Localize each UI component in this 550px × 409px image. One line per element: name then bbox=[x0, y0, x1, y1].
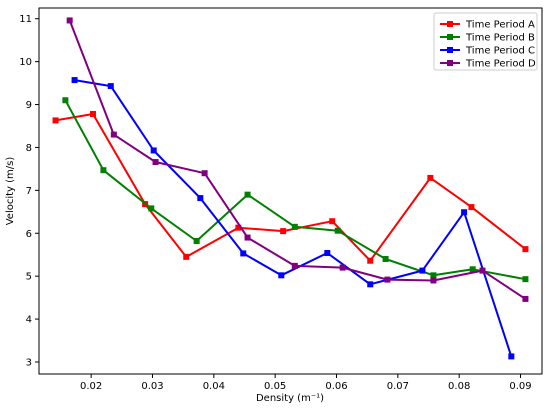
data-point bbox=[183, 253, 190, 260]
data-point bbox=[334, 227, 341, 234]
legend-label: Time Period A bbox=[465, 20, 535, 31]
data-point bbox=[100, 167, 107, 174]
data-point bbox=[71, 77, 78, 84]
x-tick-label: 0.08 bbox=[448, 381, 470, 392]
series-2 bbox=[62, 97, 529, 283]
data-point bbox=[193, 237, 200, 244]
data-point bbox=[367, 257, 374, 264]
legend-box bbox=[433, 12, 538, 71]
legend-marker bbox=[447, 60, 453, 66]
data-point bbox=[278, 272, 285, 279]
y-axis-label: Velocity (m/s) bbox=[5, 157, 16, 226]
series-3 bbox=[71, 77, 515, 360]
y-tick-label: 4 bbox=[26, 315, 32, 326]
data-point bbox=[66, 17, 73, 24]
x-tick-label: 0.05 bbox=[264, 381, 286, 392]
legend-marker bbox=[447, 21, 453, 27]
y-tick-label: 10 bbox=[19, 57, 32, 68]
series-layer bbox=[52, 17, 529, 360]
data-point bbox=[280, 228, 287, 235]
data-point bbox=[522, 276, 529, 283]
data-point bbox=[508, 353, 515, 360]
x-tick-label: 0.06 bbox=[325, 381, 347, 392]
series-4 bbox=[66, 17, 529, 302]
data-point bbox=[110, 131, 117, 138]
data-point bbox=[150, 147, 157, 154]
y-tick-label: 8 bbox=[26, 143, 32, 154]
data-point bbox=[469, 266, 476, 273]
data-point bbox=[339, 264, 346, 271]
data-point bbox=[522, 295, 529, 302]
x-tick-label: 0.02 bbox=[80, 381, 102, 392]
data-point bbox=[522, 246, 529, 253]
legend-label: Time Period B bbox=[465, 33, 535, 44]
x-axis: 0.02 0.03 0.04 0.05 0.06 0.07 0.08 0.09 bbox=[80, 374, 532, 392]
y-tick-label: 11 bbox=[19, 14, 32, 25]
x-tick-label: 0.07 bbox=[387, 381, 409, 392]
y-tick-label: 6 bbox=[26, 229, 32, 240]
data-point bbox=[148, 205, 155, 212]
data-point bbox=[244, 191, 251, 198]
x-tick-label: 0.04 bbox=[203, 381, 225, 392]
data-point bbox=[468, 204, 475, 211]
data-point bbox=[291, 262, 298, 269]
data-point bbox=[52, 117, 59, 124]
y-tick-label: 5 bbox=[26, 272, 32, 283]
data-point bbox=[367, 281, 374, 288]
data-point bbox=[324, 250, 331, 257]
data-point bbox=[384, 276, 391, 283]
data-point bbox=[427, 174, 434, 181]
legend: Time Period A Time Period B Time Period C T… bbox=[433, 12, 538, 71]
data-point bbox=[152, 159, 159, 166]
y-tick-label: 7 bbox=[26, 186, 32, 197]
data-point bbox=[430, 272, 437, 279]
y-tick-label: 3 bbox=[26, 357, 32, 368]
x-tick-label: 0.09 bbox=[509, 381, 531, 392]
data-point bbox=[235, 224, 242, 231]
data-point bbox=[89, 110, 96, 117]
data-point bbox=[244, 234, 251, 241]
y-tick-label: 9 bbox=[26, 100, 32, 111]
data-point bbox=[479, 267, 486, 274]
legend-marker bbox=[447, 47, 453, 53]
data-point bbox=[240, 250, 247, 257]
data-point bbox=[419, 267, 426, 274]
data-point bbox=[329, 218, 336, 225]
legend-marker bbox=[447, 34, 453, 40]
y-axis: 3 4 5 6 7 8 9 10 11 bbox=[19, 14, 39, 368]
data-point bbox=[461, 209, 468, 216]
x-axis-label: Density (m⁻¹) bbox=[256, 393, 324, 404]
data-point bbox=[201, 170, 208, 177]
x-tick-label: 0.03 bbox=[141, 381, 163, 392]
data-point bbox=[62, 97, 69, 104]
legend-label: Time Period D bbox=[465, 59, 536, 70]
data-point bbox=[430, 277, 437, 284]
data-point bbox=[107, 83, 114, 90]
data-point bbox=[291, 223, 298, 230]
data-point bbox=[197, 195, 204, 202]
data-point bbox=[382, 256, 389, 263]
legend-label: Time Period C bbox=[465, 46, 535, 57]
